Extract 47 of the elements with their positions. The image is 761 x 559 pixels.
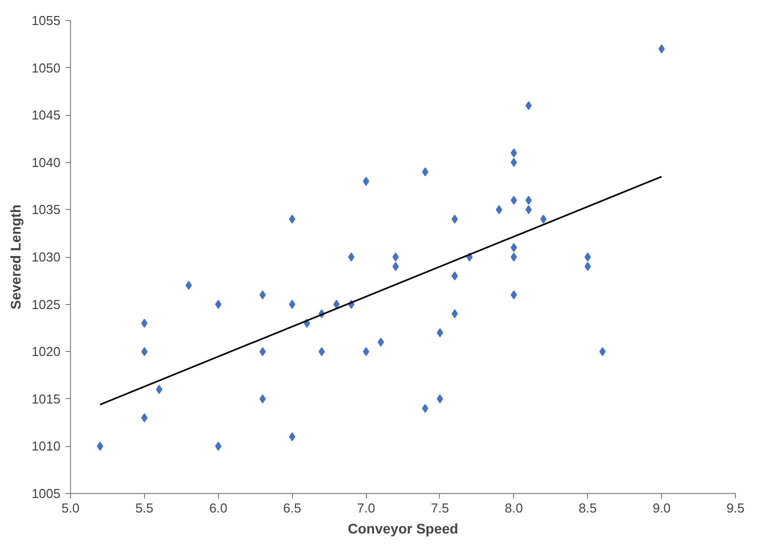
point: [333, 300, 340, 309]
x-tick-label: 5.0: [61, 500, 80, 516]
point: [599, 347, 606, 356]
point: [658, 44, 665, 54]
point: [96, 442, 104, 451]
point: [362, 176, 370, 186]
point: [362, 347, 370, 356]
point: [141, 347, 148, 356]
x-tick-label: 9.0: [652, 500, 671, 516]
point: [392, 262, 399, 271]
x-tick-label: 8.0: [504, 500, 523, 516]
point: [348, 252, 354, 262]
point: [141, 318, 148, 328]
x-axis-title: Conveyor Speed: [348, 520, 458, 536]
y-tick-label: 1055: [32, 13, 60, 28]
x-tick-label: 5.5: [135, 500, 154, 516]
point: [259, 347, 266, 356]
y-tick-label: 1045: [32, 108, 60, 123]
y-tick-label: 1040: [32, 154, 60, 170]
point: [584, 252, 591, 262]
y-axis-title: Severed Length: [8, 204, 24, 310]
point: [392, 252, 399, 262]
point: [510, 252, 517, 262]
y-tick-label: 1005: [32, 486, 60, 501]
x-tick-label: 7.0: [357, 500, 376, 516]
y-tick-label: 1025: [32, 296, 60, 312]
x-tick-label: 9.5: [726, 500, 745, 516]
y-tick-label: 1030: [32, 250, 60, 264]
y-tick-label: 1020: [32, 344, 60, 360]
y-tick-label: 1015: [32, 391, 60, 406]
point: [436, 394, 444, 404]
point: [525, 196, 532, 205]
x-tick-label: 8.5: [578, 500, 597, 516]
point: [496, 205, 502, 214]
x-tick-label: 7.5: [430, 500, 449, 516]
x-tick-label: 6.5: [283, 500, 302, 516]
y-tick-label: 1050: [32, 60, 60, 76]
y-tick-label: 1010: [32, 438, 60, 454]
y-tick-label: 1035: [32, 202, 60, 218]
point: [525, 205, 532, 214]
x-tick-label: 6.0: [209, 500, 228, 516]
point: [525, 101, 532, 110]
point: [540, 214, 547, 224]
point: [436, 328, 444, 338]
point: [259, 394, 266, 404]
point: [141, 413, 148, 422]
point: [259, 290, 266, 300]
